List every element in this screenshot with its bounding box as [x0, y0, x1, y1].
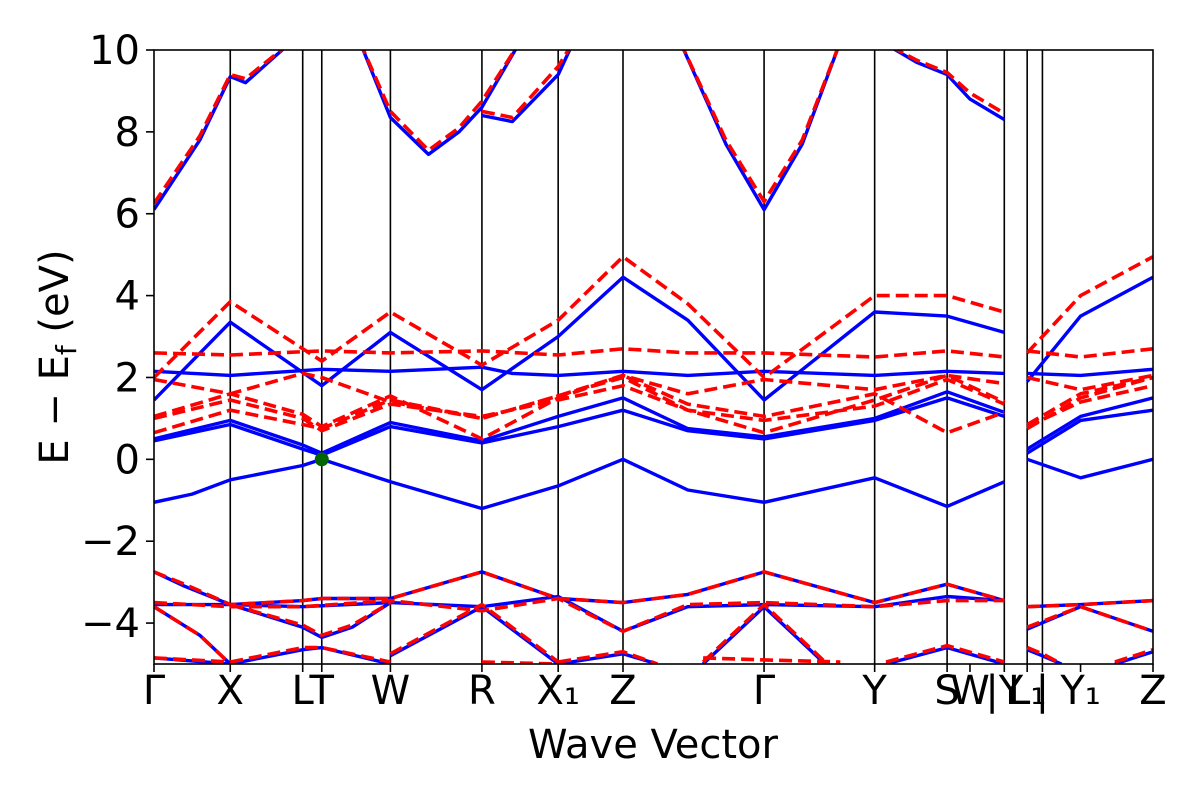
solid-band-0: [154, 457, 1005, 511]
marker-layer: [314, 452, 329, 467]
solid-band-3: [1026, 408, 1153, 455]
dashed-band-15: [682, 50, 840, 204]
y-tick-label: 4: [115, 274, 140, 320]
x-tick-label: T: [309, 668, 335, 714]
dashed-band-4: [154, 373, 1005, 441]
y-tick-label: 6: [115, 192, 140, 238]
plot-frame: [153, 49, 1154, 665]
dashed-band-9: [1026, 347, 1153, 359]
x-tick-label: W: [950, 668, 990, 714]
band-lines: [154, 50, 1153, 664]
x-tick-label: |: [1036, 668, 1049, 714]
solid-band-8: [154, 365, 1005, 378]
solid-band-24: [557, 652, 658, 664]
dashed-band-23: [154, 656, 231, 664]
dashed-band-14: [481, 50, 571, 120]
dashed-band-29: [703, 656, 841, 664]
x-tick-label: W: [371, 668, 411, 714]
solid-band-26: [885, 645, 1005, 664]
y-axis-label-sub: f: [50, 344, 83, 355]
dashed-band-30: [885, 643, 1005, 664]
solid-band-4: [154, 390, 1005, 455]
dashed-band-24: [229, 645, 391, 664]
solid-band-5: [1026, 396, 1153, 451]
dashed-band-27: [557, 649, 658, 664]
x-tick-label: Γ: [753, 668, 776, 714]
fermi-point-marker: [314, 452, 329, 467]
solid-band-11: [361, 50, 518, 157]
dashed-band-2: [154, 377, 1006, 433]
y-tick-label: 0: [115, 437, 140, 483]
x-tick-label: L: [292, 668, 315, 714]
x-axis-ticks: Γ X LT W R X₁ Z Γ Y SW|YL₁| Y₁ Z: [143, 664, 1167, 714]
y-axis-ticks: 10 8 6 4 2 0 −2 −4: [81, 28, 154, 647]
dashed-band-18: [1027, 598, 1153, 609]
dashed-band-10: [154, 371, 1005, 421]
x-tick-label: S: [934, 668, 959, 714]
dashed-band-28: [701, 602, 827, 664]
dashed-band-21: [154, 605, 232, 664]
y-tick-label: 8: [115, 110, 140, 156]
dashed-band-31: [1026, 645, 1063, 664]
solid-band-1: [1026, 457, 1153, 480]
plot-background: [154, 50, 1153, 664]
dashed-band-16: [893, 50, 1006, 115]
y-tick-label: 2: [115, 355, 140, 401]
dashed-band-13: [361, 50, 517, 153]
x-axis-label: Wave Vector: [528, 722, 779, 768]
dashed-band-11: [1026, 373, 1153, 392]
dashed-band-5: [1026, 375, 1153, 427]
x-tick-label: R: [468, 668, 496, 714]
x-tick-label: Y: [861, 668, 887, 714]
dashed-band-19: [154, 596, 1005, 634]
dashed-band-32: [1114, 647, 1153, 664]
solid-band-10: [154, 50, 285, 211]
y-tick-label: 10: [89, 28, 140, 74]
dashed-band-7: [1025, 255, 1153, 355]
dashed-band-3: [1026, 383, 1153, 429]
solid-band-12: [481, 50, 572, 124]
dashed-band-20: [1026, 604, 1153, 634]
x-tick-label: Z: [609, 668, 636, 714]
x-tick-label: Y₁: [1059, 668, 1100, 714]
dashed-band-25: [389, 602, 560, 664]
solid-band-7: [1025, 275, 1153, 383]
x-tick-label: |Y: [985, 668, 1023, 714]
y-tick-label: −2: [81, 519, 140, 565]
x-tick-label: X₁: [536, 668, 579, 714]
solid-band-9: [1027, 367, 1153, 378]
high-symmetry-lines: [229, 50, 1044, 664]
x-tick-label: Z: [1139, 668, 1166, 714]
dashed-band-17: [154, 570, 1005, 607]
y-axis-label: E − Ef (eV): [32, 249, 83, 464]
y-tick-label: −4: [81, 601, 140, 647]
y-axis-label-unit: (eV): [32, 249, 78, 345]
x-tick-label: X: [217, 668, 244, 714]
y-axis-label-main: E − E: [32, 355, 78, 465]
x-tick-label: Γ: [143, 668, 166, 714]
x-tick-label: L₁: [1008, 668, 1046, 714]
solid-band-28: [1114, 650, 1153, 664]
dashed-band-22: [229, 601, 392, 638]
dashed-band-8: [154, 347, 1005, 359]
dashed-band-0: [154, 373, 1006, 435]
solid-band-2: [154, 396, 1005, 457]
